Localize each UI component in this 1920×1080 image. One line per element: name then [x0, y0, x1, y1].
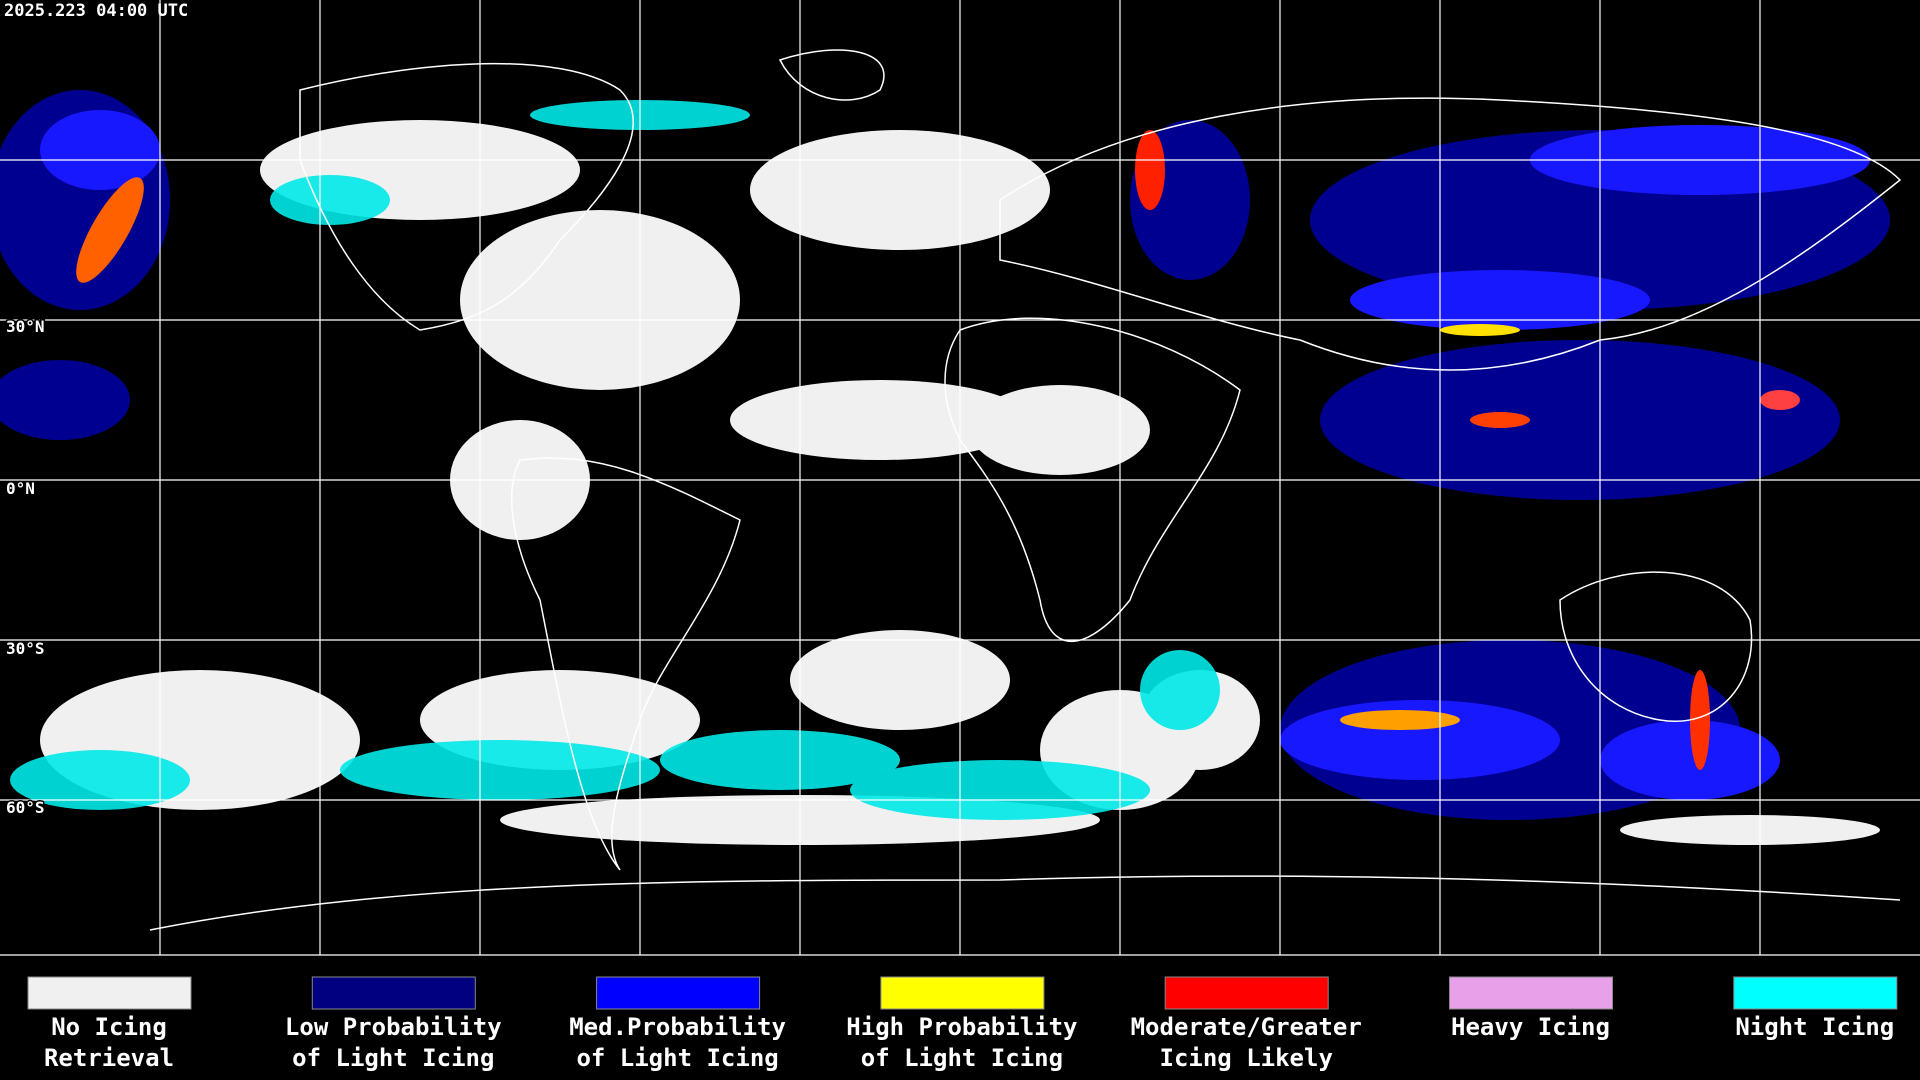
- legend: No Icing Retrieval Low Probability of Light…: [27, 976, 1898, 1072]
- legend-label: Low Probability: [285, 1013, 502, 1041]
- no-icing-areas: [40, 120, 1880, 845]
- legend-label: of Light Icing: [861, 1044, 1063, 1072]
- legend-label: Retrieval: [44, 1044, 174, 1072]
- legend-label: No Icing: [51, 1013, 167, 1041]
- coastlines: [149, 49, 1902, 931]
- legend-label: of Light Icing: [292, 1044, 494, 1072]
- legend-swatch: [1449, 976, 1613, 1010]
- map: 2025.223 04:00 UTC: [0, 0, 1920, 956]
- latitude-label: 30°S: [6, 639, 45, 658]
- legend-label: Med.Probability: [569, 1013, 786, 1041]
- legend-swatch: [311, 976, 476, 1010]
- legend-label: Heavy Icing: [1451, 1013, 1610, 1041]
- legend-label: Icing Likely: [1160, 1044, 1333, 1072]
- legend-label: of Light Icing: [576, 1044, 778, 1072]
- high-moderate-specks: [76, 130, 1800, 770]
- legend-label: Night Icing: [1735, 1013, 1894, 1041]
- legend-swatch: [1164, 976, 1329, 1010]
- latitude-label: 30°N: [6, 317, 45, 336]
- latitude-labels: 30°N 0°N 30°S 60°S: [5, 316, 47, 819]
- night-icing-areas: [10, 100, 1220, 820]
- legend-label: High Probability: [846, 1013, 1077, 1041]
- legend-label: Moderate/Greater: [1131, 1013, 1362, 1041]
- legend-swatch: [596, 976, 761, 1010]
- graticule: [0, 0, 1920, 956]
- latitude-label: 60°S: [6, 798, 45, 817]
- latitude-label: 0°N: [6, 479, 35, 498]
- legend-swatch: [27, 976, 192, 1010]
- timestamp: 2025.223 04:00 UTC: [4, 1, 188, 21]
- legend-swatch: [1733, 976, 1898, 1010]
- legend-swatch: [880, 976, 1045, 1010]
